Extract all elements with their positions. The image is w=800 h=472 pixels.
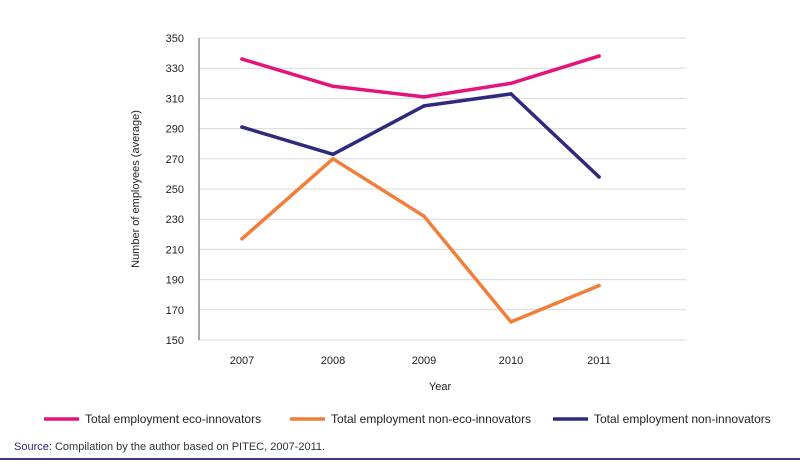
data-point-s1-2008 (331, 84, 335, 89)
y-axis-title: Number of employees (average) (130, 110, 142, 268)
data-point-s3-2008 (331, 152, 335, 157)
y-tick-label-230: 230 (166, 214, 184, 226)
data-point-s1-2011 (597, 54, 601, 58)
data-point-s2-2011 (597, 283, 601, 288)
y-tick-label-270: 270 (166, 154, 184, 166)
data-point-s1-2010 (509, 81, 513, 86)
series-line-3 (240, 92, 601, 179)
source-label: Source: (14, 441, 52, 453)
data-point-s2-2009 (422, 214, 426, 218)
source-text: Compilation by the author based on PITEC… (51, 441, 326, 453)
y-tick-label-170: 170 (166, 305, 184, 317)
data-point-s3-2007 (240, 125, 244, 129)
data-point-s1-2007 (240, 57, 244, 61)
y-tick-label-150: 150 (166, 335, 184, 347)
y-tick-label-210: 210 (166, 244, 184, 256)
y-tick-label-330: 330 (166, 63, 184, 75)
bottom-rule (0, 458, 800, 460)
y-tick-label-290: 290 (166, 124, 184, 136)
line-chart: 150 170 190 210 230 250 270 290 310 330 350 2007 200… (44, 33, 771, 426)
x-tick-label-2007: 2007 (230, 355, 254, 367)
y-tick-label-350: 350 (166, 33, 184, 45)
data-point-s3-2010 (509, 92, 513, 96)
y-tick-label-190: 190 (166, 275, 184, 287)
data-point-s3-2009 (422, 104, 426, 108)
series-line-2 (240, 157, 601, 324)
x-tick-label-2011: 2011 (587, 355, 611, 367)
x-tick-label-2009: 2009 (412, 355, 436, 367)
legend-label-1: Total employment eco-innovators (85, 412, 261, 426)
data-point-s2-2010 (509, 320, 513, 324)
data-point-s2-2008 (331, 157, 335, 161)
source-note: Source: Compilation by the author based … (14, 441, 325, 453)
legend-label-2: Total employment non-eco-innovators (331, 412, 531, 426)
y-tick-label-310: 310 (166, 93, 184, 105)
series-line-1 (240, 54, 601, 99)
data-point-s2-2007 (240, 237, 244, 241)
y-tick-label-250: 250 (166, 184, 184, 196)
data-point-s3-2011 (597, 175, 601, 179)
legend-label-3: Total employment non-innovators (594, 412, 771, 426)
x-tick-label-2010: 2010 (499, 355, 523, 367)
x-tick-label-2008: 2008 (321, 355, 345, 367)
x-axis-title: Year (429, 381, 452, 393)
data-point-s1-2009 (422, 95, 426, 99)
